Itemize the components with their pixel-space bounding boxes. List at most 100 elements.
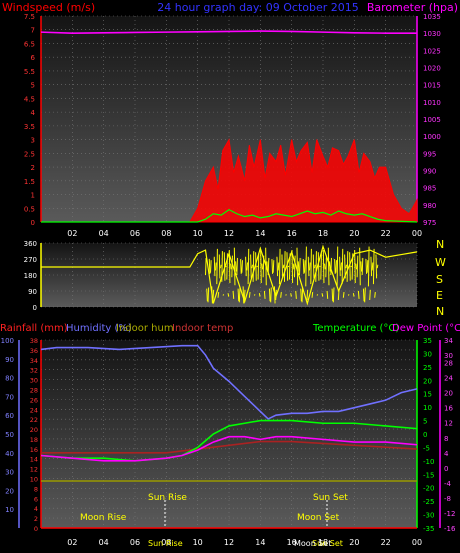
wind-direction-sample (283, 251, 286, 282)
wind-direction-sample (257, 253, 260, 280)
indoor-temp-tick-label: 28 (444, 360, 453, 368)
wind-direction-sample (206, 288, 208, 302)
barometer-tick-label: 1000 (423, 133, 441, 141)
wind-direction-sample (237, 288, 240, 302)
wind-direction-sample (230, 263, 232, 270)
wind-direction-sample (288, 253, 291, 280)
barometer-ticks: 975 980 985 990 995 1000 1005 1010 1015 1020 1025 1… (423, 13, 441, 227)
windspeed-axis-label: Windspeed (m/s) (2, 1, 95, 14)
wind-direction-sample (355, 263, 358, 270)
sun-rise-label: Sun Rise (148, 493, 187, 503)
wind-direction-sample (266, 261, 269, 272)
wind-direction-sample (211, 286, 213, 304)
windspeed-tick-label: 2 (31, 164, 35, 172)
temperature-tick-label: -10 (423, 458, 434, 466)
rainfall-tick-label: 36 (30, 347, 38, 355)
barometer-tick-label: 1025 (423, 47, 441, 55)
compass-label-s: S (436, 273, 443, 286)
wind-direction-sample (319, 265, 321, 268)
time-tick-label-upper: 00 (412, 229, 422, 238)
indoor-temp-tick-label: 8 (444, 435, 448, 443)
wind-direction-sample (281, 254, 284, 279)
wind-direction-sample (337, 289, 340, 301)
rainfall-tick-label: 32 (30, 367, 38, 375)
time-tick-label-lower: 04 (99, 538, 109, 547)
time-tick-label-lower: 12 (224, 538, 234, 547)
wind-direction-sample (326, 290, 329, 299)
wind-direction-sample (315, 251, 317, 282)
time-tick-label-upper: 06 (130, 229, 140, 238)
time-tick-label-lower: 14 (255, 538, 265, 547)
wind-direction-sample (245, 256, 247, 277)
temperature-tick-label: -15 (423, 471, 434, 479)
wind-direction-sample (317, 252, 320, 281)
windspeed-tick-label: 0 (31, 219, 35, 227)
wind-direction-sample (366, 260, 369, 273)
time-tick-label-lower: 18 (318, 538, 328, 547)
wind-direction-sample (225, 265, 227, 268)
temperature-tick-label: 25 (423, 364, 432, 372)
moon-set-bottom-label: Moon Set (294, 539, 331, 548)
time-tick-label-upper: 14 (255, 229, 265, 238)
indoor-temp-tick-label: -16 (444, 525, 456, 533)
wind-direction-sample (216, 248, 218, 285)
compass-label-e: E (436, 289, 443, 302)
panel2-grid (40, 242, 418, 308)
wind-direction-sample (367, 246, 370, 287)
wind-direction-sample (325, 255, 327, 278)
panel2-series (41, 244, 418, 306)
wind-direction-sample (210, 260, 212, 273)
time-tick-label-lower: 10 (193, 538, 203, 547)
moon-set-label: Moon Set (297, 513, 340, 523)
wind-direction-sample (243, 289, 246, 301)
indoor-temp-tick-label: -8 (444, 495, 451, 503)
astro-markers: Moon Rise Sun Rise Sun Set Moon Set (80, 493, 348, 528)
wind-direction-sample (236, 257, 238, 276)
wind-direction-sample (270, 287, 272, 303)
indoor-temp-tick-label: 12 (444, 420, 453, 428)
wind-direction-sample (369, 289, 371, 301)
wind-direction-sample (365, 259, 368, 274)
wind-direction-sample (356, 255, 359, 278)
temp-humidity-panel: 0246810121416182022242628303234363810203… (1, 337, 456, 533)
wind-direction-sample (299, 257, 301, 276)
indoor-temp-axis-label: Indoor temp (172, 323, 233, 334)
wind-direction-sample (217, 292, 220, 298)
wind-direction-sample (256, 265, 258, 268)
humidity-tick-label: 20 (5, 487, 14, 495)
temperature-tick-label: -5 (423, 444, 430, 452)
humidity-series (40, 344, 418, 420)
humidity-tick-label: 60 (5, 412, 14, 420)
wind-direction-sample (260, 249, 262, 283)
wind-direction-sample (376, 264, 379, 269)
windspeed-tick-label: 3 (31, 137, 35, 145)
wind-direction-sample (357, 290, 360, 299)
wind-direction-sample (331, 288, 334, 302)
wind-direction-sample (306, 289, 309, 301)
panel3-axes: 0246810121416182022242628303234363810203… (1, 337, 456, 533)
wind-direction-sample (292, 263, 295, 270)
wind-direction-sample (272, 260, 275, 273)
wind-direction-sample (349, 252, 351, 281)
wind-direction-sample (305, 246, 307, 287)
wind-barometer-panel: 00.511.522.533.544.555.566.577.5 9759809… (24, 13, 441, 227)
wind-direction-sample (276, 256, 279, 277)
wind-direction-sample (285, 294, 287, 296)
wind-direction-sample (327, 247, 330, 286)
wind-direction-sample (304, 260, 306, 273)
indoor-temp-tick-label: 24 (444, 375, 453, 383)
wind-direction-sample (208, 259, 211, 274)
wind-direction-sample (309, 262, 311, 271)
wind-direction-sample (228, 249, 231, 283)
rainfall-tick-label: 0 (34, 525, 38, 533)
time-tick-label-lower: 22 (381, 538, 391, 547)
indoor-temp-tick-label: 4 (444, 450, 449, 458)
rainfall-tick-label: 18 (30, 436, 38, 444)
barometer-series (40, 30, 417, 34)
chart-title: 24 hour graph day: 09 October 2015 (157, 1, 359, 14)
rainfall-tick-label: 2 (34, 515, 38, 523)
wind-direction-sample (296, 247, 299, 286)
wind-direction-sample (297, 261, 300, 272)
wind-direction-sample (320, 253, 322, 280)
barometer-tick-label: 990 (423, 168, 436, 176)
